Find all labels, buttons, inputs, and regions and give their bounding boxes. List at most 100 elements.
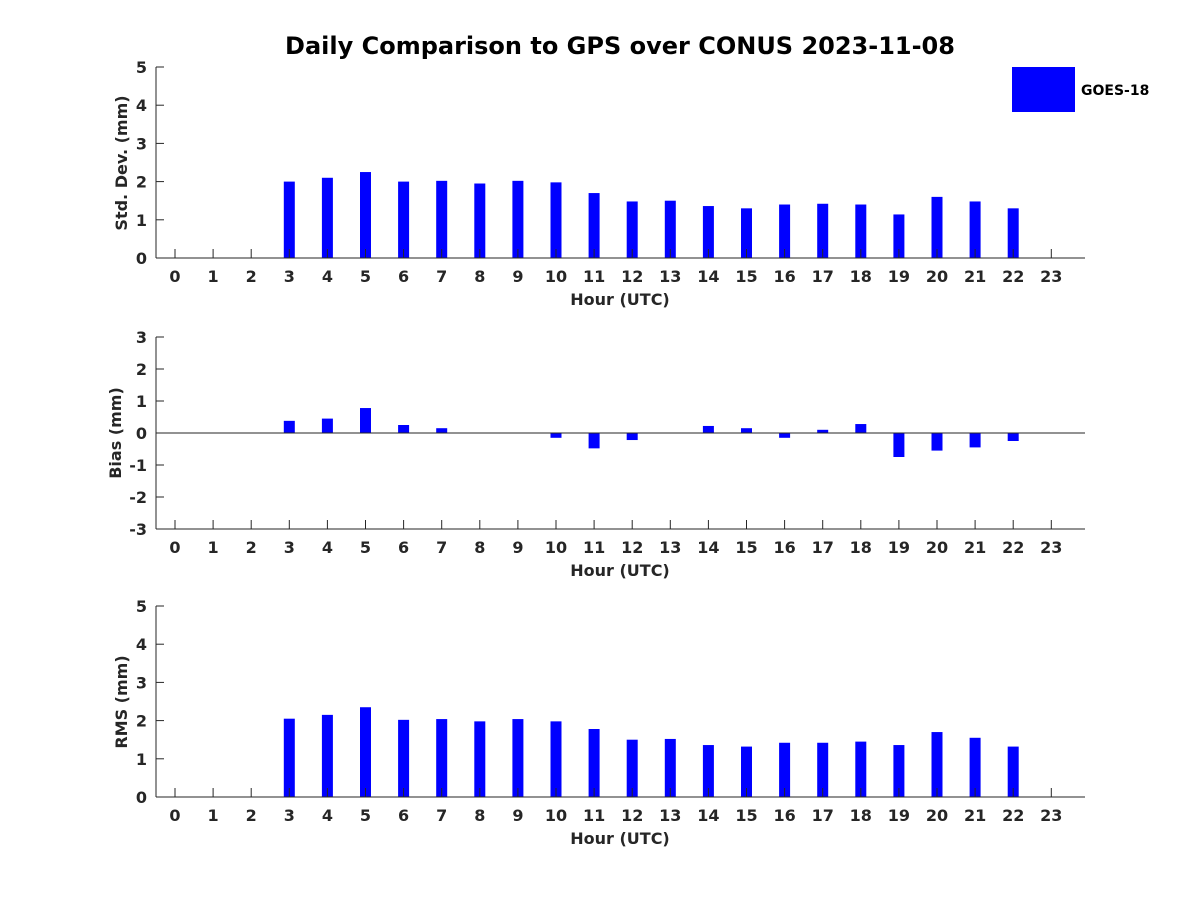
std-dev-bar-6 (398, 181, 410, 258)
bias-bar-5 (360, 408, 371, 433)
bias-x-tick-label: 11 (583, 538, 605, 557)
rms-bar-22 (1007, 746, 1019, 797)
bias-bar-4 (321, 418, 333, 433)
std-dev-bar-20 (931, 196, 943, 258)
rms-bar-14 (702, 745, 714, 797)
std-dev-x-tick-label: 18 (850, 267, 872, 286)
bias-y-tick-label: 1 (136, 392, 147, 411)
rms-bar-10 (550, 721, 562, 797)
bias-bar-12 (626, 433, 638, 441)
std-dev-y-tick-label: 1 (136, 211, 147, 230)
bias-bar-3 (283, 420, 295, 433)
bias-x-tick-label: 21 (964, 538, 986, 557)
bias-x-tick-label: 13 (659, 538, 681, 557)
std-dev-y-tick-label: 4 (136, 96, 147, 115)
std-dev-bar-11 (588, 193, 600, 258)
std-dev-x-tick-label: 13 (659, 267, 681, 286)
bias-x-tick-label: 6 (398, 538, 409, 557)
std-dev-bar-3 (283, 181, 295, 258)
bias-bar-6 (398, 425, 410, 433)
rms-bar-6 (398, 719, 410, 797)
legend-swatch (1012, 67, 1075, 112)
rms-y-tick-label: 1 (136, 750, 147, 769)
bias-x-tick-label: 15 (735, 538, 757, 557)
rms-y-tick-label: 5 (136, 597, 147, 616)
bias-bar-10 (550, 433, 562, 438)
std-dev-bar-18 (855, 204, 867, 258)
std-dev-x-tick-label: 6 (398, 267, 409, 286)
bias-x-tick-label: 3 (284, 538, 295, 557)
bias-y-tick-label: -1 (129, 456, 147, 475)
bias-bar-16 (779, 433, 791, 438)
rms-bar-9 (512, 719, 524, 797)
rms-y-tick-label: 3 (136, 673, 147, 692)
rms-x-tick-label: 19 (888, 806, 910, 825)
std-dev-x-tick-label: 12 (621, 267, 643, 286)
std-dev-x-tick-label: 22 (1002, 267, 1024, 286)
bias-bar-17 (817, 429, 829, 433)
std-dev-y-tick-label: 5 (136, 58, 147, 77)
std-dev-y-tick-label: 3 (136, 134, 147, 153)
rms-x-tick-label: 0 (169, 806, 180, 825)
bias-y-tick-label: -3 (129, 520, 147, 539)
rms-bar-5 (360, 707, 371, 797)
bias-x-tick-label: 7 (436, 538, 447, 557)
rms-x-axis-label: Hour (UTC) (570, 829, 670, 848)
rms-x-tick-label: 17 (812, 806, 834, 825)
std-dev-bar-16 (779, 204, 791, 258)
std-dev-x-tick-label: 8 (474, 267, 485, 286)
bias-bar-18 (855, 424, 867, 433)
rms-bar-4 (321, 714, 333, 797)
bias-bar-14 (702, 425, 714, 433)
legend: GOES-18 (1012, 67, 1149, 112)
bias-bar-11 (588, 433, 600, 449)
rms-bar-15 (741, 746, 752, 797)
bias-bar-15 (741, 428, 752, 433)
rms-x-tick-label: 8 (474, 806, 485, 825)
std-dev-y-axis-label: Std. Dev. (mm) (112, 95, 131, 230)
bias-bar-7 (436, 428, 448, 433)
bias-y-axis-label: Bias (mm) (106, 387, 125, 479)
rms-bar-11 (588, 729, 600, 797)
rms-x-tick-label: 11 (583, 806, 605, 825)
rms-x-tick-label: 2 (246, 806, 257, 825)
std-dev-x-axis-label: Hour (UTC) (570, 290, 670, 309)
std-dev-bar-13 (664, 200, 676, 258)
bias-x-tick-label: 23 (1040, 538, 1062, 557)
std-dev-bar-9 (512, 180, 524, 258)
bias-y-tick-label: 2 (136, 360, 147, 379)
std-dev-bar-10 (550, 182, 562, 258)
rms-x-tick-label: 4 (322, 806, 333, 825)
rms-x-tick-label: 20 (926, 806, 948, 825)
bias-bar-20 (931, 433, 943, 451)
rms-x-tick-label: 10 (545, 806, 567, 825)
std-dev-bar-22 (1007, 208, 1019, 258)
rms-bar-8 (474, 721, 486, 797)
rms-bar-21 (969, 737, 981, 797)
bias-y-tick-label: 3 (136, 328, 147, 347)
figure-title: Daily Comparison to GPS over CONUS 2023-… (285, 32, 955, 60)
rms-x-tick-label: 9 (512, 806, 523, 825)
rms-bar-7 (436, 719, 448, 797)
bias-bar-21 (969, 433, 981, 448)
rms-x-tick-label: 3 (284, 806, 295, 825)
std-dev-bar-19 (893, 214, 905, 258)
std-dev-bar-5 (360, 172, 371, 258)
std-dev-x-tick-label: 0 (169, 267, 180, 286)
rms-bar-12 (626, 739, 638, 797)
bias-x-tick-label: 5 (360, 538, 371, 557)
std-dev-x-tick-label: 9 (512, 267, 523, 286)
rms-bar-17 (817, 742, 829, 797)
std-dev-bar-15 (741, 208, 752, 258)
std-dev-bar-17 (817, 203, 829, 258)
std-dev-x-tick-label: 1 (208, 267, 219, 286)
rms-bar-18 (855, 741, 867, 797)
bias-x-tick-label: 4 (322, 538, 333, 557)
bias-x-tick-label: 17 (812, 538, 834, 557)
rms-x-tick-label: 22 (1002, 806, 1024, 825)
rms-x-tick-label: 18 (850, 806, 872, 825)
